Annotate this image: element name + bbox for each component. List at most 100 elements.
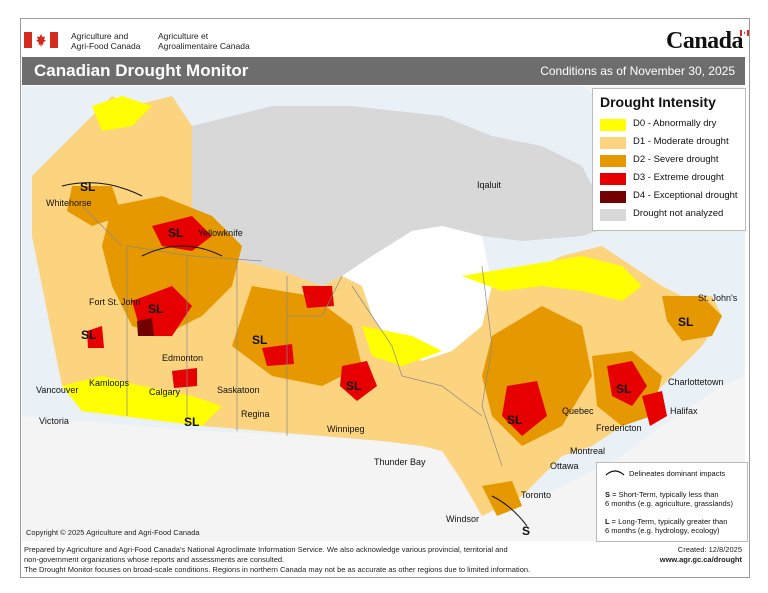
legend-item-d1: D1 - Moderate drought [600,136,740,150]
city-windsor: Windsor [446,514,480,524]
legend-swatch-d0 [600,119,626,131]
agency-fr-line2: Agroalimentaire Canada [158,41,250,51]
sl-marker-fort-st-john: SL [148,302,164,316]
created-date: Created: 12/8/2025 [677,545,742,554]
impacts-l-line1: L = Long-Term, typically greater than [605,517,727,526]
region-d0-ontario [362,326,442,366]
legend-label-not-analyzed: Drought not analyzed [633,208,724,219]
city-kamloops: Kamloops [89,378,130,388]
legend-swatch-d4 [600,191,626,203]
region-d3-quebec [502,381,547,436]
legend-title: Drought Intensity [600,94,716,110]
region-not-analyzed [192,106,612,286]
city-edmonton: Edmonton [162,353,204,363]
sl-marker-saskatchewan: SL [252,333,268,347]
sl-marker-maritimes: SL [616,382,632,396]
legend-label-d1: D1 - Moderate drought [633,136,729,147]
region-d0-yukon [92,96,152,131]
region-d3-north-manitoba [302,286,334,308]
legend-swatch-not-analyzed [600,209,626,221]
region-d2-yukon [67,186,122,226]
city-fort-st-john: Fort St. John [89,297,141,307]
city-winnipeg: Winnipeg [327,424,365,434]
region-d3-yellowknife [152,216,212,251]
agency-en-line2: Agri-Food Canada [71,41,141,51]
impacts-line-label: Delineates dominant impacts [629,469,726,478]
footer-line2: non-government organizations whose repor… [24,555,285,564]
map-title: Canadian Drought Monitor [34,61,249,80]
agency-name-fr: Agriculture et Agroalimentaire Canada [158,31,250,51]
wordmark-flag-icon [740,30,750,36]
legend-swatch-d2 [600,155,626,167]
sl-marker-newfoundland: SL [678,315,694,329]
city-toronto: Toronto [521,490,552,500]
city-st-johns: St. John's [698,293,738,303]
copyright: Copyright © 2025 Agriculture and Agri-Fo… [26,528,200,537]
impacts-s-line2: 6 months (e.g. agriculture, grasslands) [605,499,733,508]
drought-url: www.agr.gc.ca/drought [659,555,742,564]
canada-flag-icon [24,32,58,48]
created-info: Created: 12/8/2025 www.agr.gc.ca/drought [660,545,742,565]
sl-marker-bc: SL [81,328,97,342]
city-fredericton: Fredericton [596,423,642,433]
city-calgary: Calgary [149,387,181,397]
region-d3-edmonton [172,368,197,388]
impacts-s-line1: S = Short-Term, typically less than [605,490,719,499]
footer-line1: Prepared by Agriculture and Agri-Food Ca… [24,545,508,554]
sl-marker-quebec: SL [507,413,523,427]
city-quebec: Quebec [562,406,594,416]
city-victoria: Victoria [39,416,69,426]
sl-marker-yukon: SL [80,180,96,194]
legend-label-d3: D3 - Extreme drought [633,172,724,183]
legend-label-d2: D2 - Severe drought [633,154,719,165]
agency-name-en: Agriculture and Agri-Food Canada [71,31,140,51]
region-d0-north-quebec [462,256,642,301]
legend-label-d4: D4 - Exceptional drought [633,190,738,201]
city-montreal: Montreal [570,446,606,456]
legend-label-d0: D0 - Abnormally dry [633,118,717,129]
legend-item-d4: D4 - Exceptional drought [600,190,740,204]
legend-item-not-analyzed: Drought not analyzed [600,208,740,222]
title-bar: Canadian Drought Monitor Conditions as o… [22,57,745,85]
impacts-s-code: S [605,490,611,499]
region-d2-newfoundland [662,296,722,341]
footer-notes: Prepared by Agriculture and Agri-Food Ca… [24,545,604,575]
city-regina: Regina [241,409,270,419]
legend-swatch-d3 [600,173,626,185]
region-d3-new-brunswick [607,361,647,406]
conditions-date: Conditions as of November 30, 2025 [540,64,735,78]
region-d0-south-bc [62,376,222,426]
wordmark-text: Canada [666,28,744,54]
city-ottawa: Ottawa [550,461,579,471]
provincial-borders [81,205,503,467]
city-thunder-bay: Thunder Bay [374,457,426,467]
region-d3-saskatchewan [262,344,294,366]
region-d4-fort-st-john [137,318,154,336]
city-yellowknife: Yellowknife [198,228,243,238]
legend: Drought Intensity D0 - Abnormally dry D1… [592,88,746,231]
impacts-l-code: L [605,517,610,526]
city-charlottetown: Charlottetown [668,377,724,387]
city-vancouver: Vancouver [36,385,79,395]
sl-marker-nwt: SL [168,226,184,240]
city-halifax: Halifax [670,406,698,416]
region-d3-nova-scotia [642,391,667,426]
sl-marker-prairies: SL [184,415,200,429]
agency-en-line1: Agriculture and [71,31,129,41]
agency-fr-line1: Agriculture et [158,31,209,41]
legend-swatch-d1 [600,137,626,149]
legend-item-d2: D2 - Severe drought [600,154,740,168]
legend-item-d3: D3 - Extreme drought [600,172,740,186]
city-saskatoon: Saskatoon [217,385,260,395]
region-d2-sw-ontario [482,481,522,516]
region-d3-bc [87,326,104,348]
impacts-l-text1: = Long-Term, typically greater than [609,517,728,526]
s-marker-windsor: S [522,524,531,538]
impacts-s-text1: = Short-Term, typically less than [610,490,719,499]
impact-line-icon [605,470,625,476]
city-whitehorse: Whitehorse [46,198,92,208]
legend-item-d0: D0 - Abnormally dry [600,118,740,132]
footer-line3: The Drought Monitor focuses on broad-sca… [24,565,531,574]
city-iqaluit: Iqaluit [477,180,502,190]
impacts-l-line2: 6 months (e.g. hydrology, ecology) [605,526,720,535]
